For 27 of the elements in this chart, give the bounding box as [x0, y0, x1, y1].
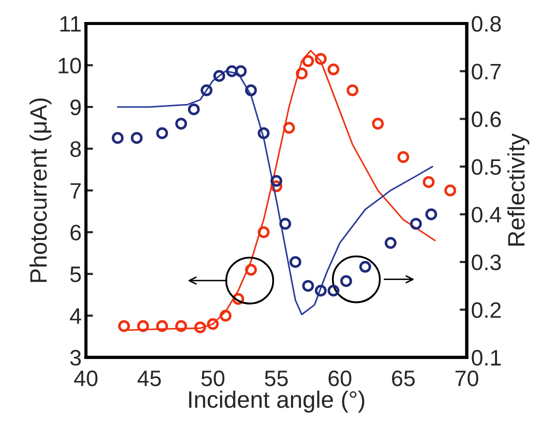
- y-tick-label: 3: [70, 350, 81, 366]
- x-tick-label: 65: [392, 370, 415, 386]
- x-tick-label: 45: [138, 370, 161, 386]
- y-tick-label: 5: [70, 266, 81, 282]
- y2-tick-label: 0.5: [472, 159, 501, 175]
- y-tick-label: 10: [58, 58, 81, 74]
- y-tick-label: 7: [70, 183, 81, 198]
- y-tick-label: 4: [70, 308, 82, 324]
- y2-tick-label: 0.8: [472, 16, 501, 32]
- x-tick-label: 55: [264, 370, 288, 386]
- y2-tick-label: 0.6: [472, 111, 501, 128]
- x-tick-label: 70: [456, 370, 478, 386]
- y2-axis-title: Reflectivity: [507, 133, 530, 246]
- x-tick-label: 40: [74, 370, 98, 386]
- y2-tick-label: 0.4: [472, 206, 502, 223]
- y2-tick-label: 0.3: [472, 254, 501, 270]
- y2-tick-label: 0.2: [472, 302, 501, 318]
- x-tick-label: 60: [328, 370, 352, 386]
- y-axis-title: Photocurrent (μA): [30, 98, 52, 282]
- y-tick-label: 8: [70, 141, 81, 157]
- y-tick-label: 9: [70, 100, 81, 116]
- x-tick-label: 50: [201, 370, 224, 386]
- y2-tick-label: 0.1: [472, 350, 501, 366]
- y-tick-label: 6: [70, 224, 81, 240]
- y2-tick-label: 0.7: [472, 64, 501, 80]
- x-axis-title: Incident angle (°): [189, 390, 364, 413]
- y-tick-label: 11: [60, 16, 81, 32]
